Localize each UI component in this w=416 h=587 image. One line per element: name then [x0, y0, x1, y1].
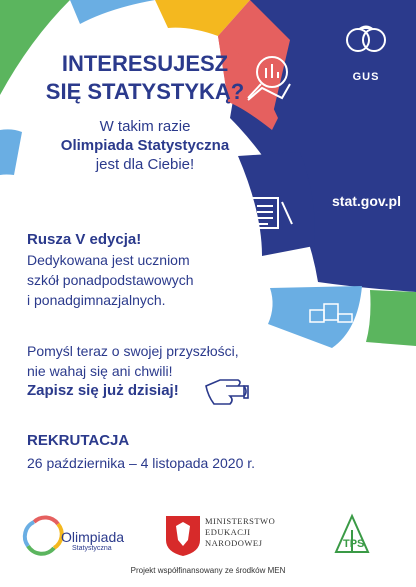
- blue-wedge: [268, 286, 362, 348]
- recruitment-dates: 26 października – 4 listopada 2020 r.: [27, 455, 256, 471]
- edition-block: Rusza V edycja! Dedykowana jest uczniom …: [27, 230, 194, 310]
- headline: INTERESUJESZ SIĘ STATYSTYKĄ?: [0, 50, 290, 106]
- navy-wedge: [238, 152, 315, 256]
- call-line-3: Zapisz się już dzisiaj!: [27, 382, 179, 399]
- edition-line-3: i ponadgimnazjalnych.: [27, 292, 166, 308]
- tps-emblem-icon: [334, 513, 370, 553]
- intro-text: W takim razie Olimpiada Statystyczna jes…: [0, 117, 290, 174]
- edition-title: Rusza V edycja!: [27, 231, 142, 248]
- gus-logo: [346, 25, 386, 52]
- hand-pointing-icon: [205, 379, 249, 405]
- green-shape-right: [366, 290, 416, 346]
- call-line-2: nie wahaj się ani chwili!: [27, 363, 173, 379]
- call-line-1: Pomyśl teraz o swojej przyszłości,: [27, 343, 239, 359]
- newspaper-icon: [251, 197, 293, 229]
- edition-line-2: szkół ponadpodstawowych: [27, 272, 194, 288]
- men-line-1: MINISTERSTWO: [205, 516, 276, 526]
- intro-line-2: Olimpiada Statystyczna: [60, 137, 230, 154]
- intro-line-3: jest dla Ciebie!: [95, 156, 195, 173]
- blue-shape-top: [70, 0, 155, 24]
- blue-shape-left: [0, 129, 22, 175]
- call-block: Pomyśl teraz o swojej przyszłości, nie w…: [27, 341, 239, 401]
- green-shape-top-left: [0, 0, 70, 95]
- olimpiada-logo-ring: [22, 515, 64, 556]
- eagle-emblem-icon: [166, 516, 200, 556]
- site-link[interactable]: stat.gov.pl: [332, 193, 401, 209]
- men-logo-text: MINISTERSTWO EDUKACJI NARODOWEJ: [205, 516, 275, 549]
- footer-note: Projekt współfinansowany ze środków MEN: [130, 566, 286, 575]
- intro-line-1: W takim razie: [99, 118, 191, 135]
- podium-icon: [309, 303, 353, 323]
- edition-line-1: Dedykowana jest uczniom: [27, 252, 190, 268]
- men-line-3: NARODOWEJ: [205, 538, 263, 548]
- headline-line-2: SIĘ STATYSTYKĄ?: [45, 79, 245, 104]
- gus-label: GUS: [352, 71, 380, 83]
- headline-line-1: INTERESUJESZ: [61, 51, 229, 76]
- olimpiada-logo-text: Olimpiada: [61, 529, 125, 545]
- men-line-2: EDUKACJI: [205, 527, 251, 537]
- magnifier-chart-icon: [247, 56, 291, 101]
- yellow-shape-top: [155, 0, 250, 36]
- olimpiada-logo-sub: Statystyczna: [72, 545, 112, 552]
- recruitment-label: REKRUTACJA: [27, 432, 130, 449]
- tps-logo-text: TPS: [343, 538, 365, 550]
